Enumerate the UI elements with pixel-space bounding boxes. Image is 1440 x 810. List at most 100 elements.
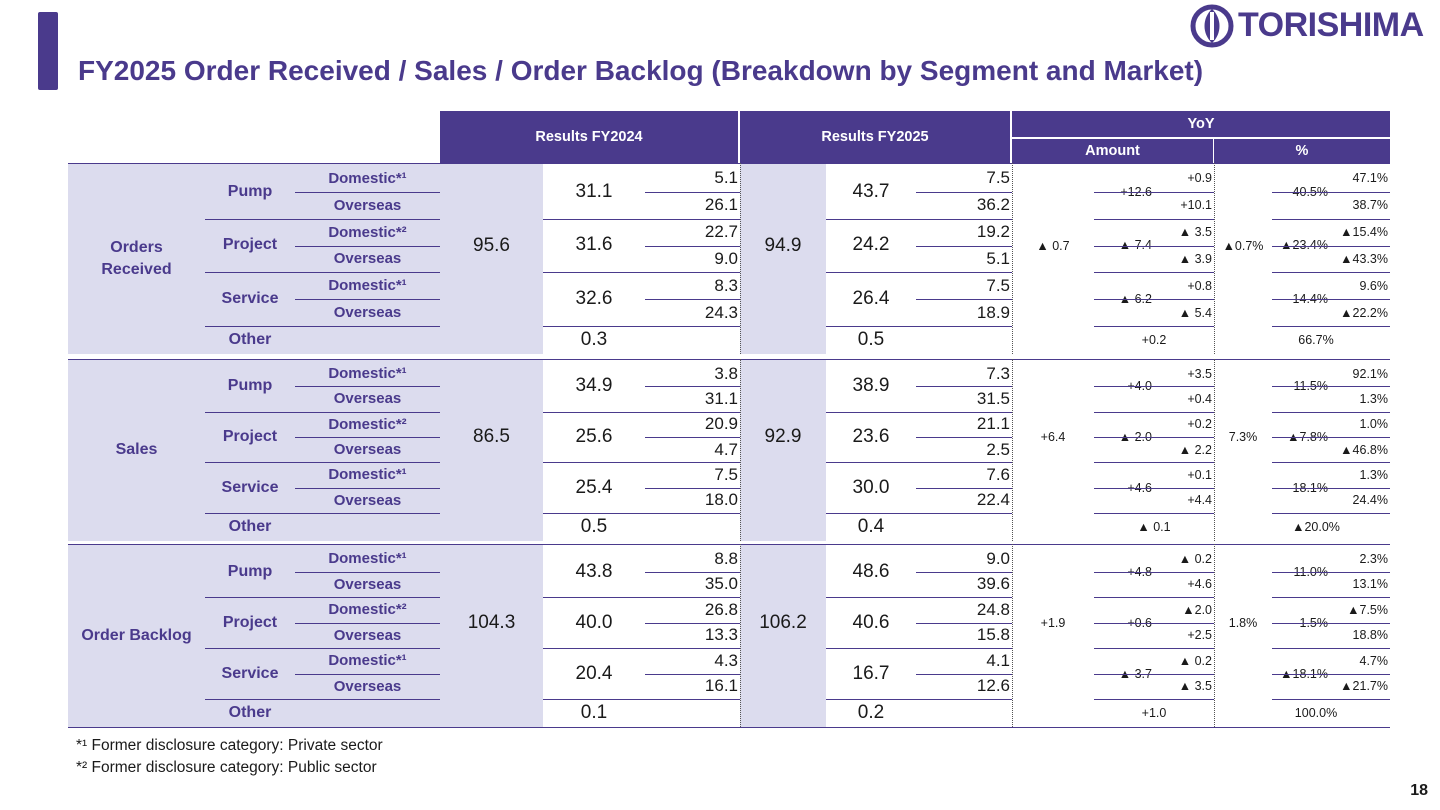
other-divider [826,513,1012,514]
category-divider [826,597,1012,598]
market-divider [295,571,440,573]
market-project-overseas: Overseas [333,626,402,644]
other-divider [205,326,440,327]
category-labels-bg [205,163,295,354]
other-divider [1272,326,1390,327]
total-2024-bg [440,544,543,727]
category-project-fy2025: 40.6 [852,611,890,633]
market-service-domestic-fy2024: 4.3 [714,650,738,670]
market-service-domestic-yoy-percent: 9.6% [1359,278,1389,293]
market-pump-overseas: Overseas [333,575,402,593]
category-divider [826,218,1012,220]
market-project-domestic: Domestic*² [328,601,407,619]
market-service-overseas: Overseas [333,491,402,509]
category-pump: Pump [227,562,273,580]
header-fy2024: Results FY2024 [440,111,738,163]
footnote-public: *² Former disclosure category: Public se… [76,759,377,776]
section-label-bg [68,163,205,354]
market-divider [295,622,440,624]
market-pump-overseas: Overseas [333,390,402,408]
category-other-yoy-amount: ▲ 0.1 [1137,520,1171,534]
market-service-overseas-yoy-amount: ▲ 3.5 [1178,679,1212,694]
market-pump-domestic-yoy-percent: 2.3% [1359,551,1389,566]
market-project-overseas-yoy-percent: ▲46.8% [1340,442,1388,457]
category-project-fy2024: 31.6 [575,234,613,256]
section-label: Sales [115,441,158,458]
market-project-domestic-fy2024: 26.8 [704,599,738,619]
market-pump-domestic-fy2025: 9.0 [986,548,1010,568]
column-separator [1012,359,1013,541]
category-divider [1094,597,1214,598]
category-other: Other [228,331,272,348]
market-project-overseas: Overseas [333,250,402,268]
total-fy2025: 106.2 [759,611,807,633]
market-divider [645,386,740,388]
category-divider [543,411,740,413]
category-other-yoy-amount: +1.0 [1141,706,1167,720]
category-service-fy2025: 30.0 [852,476,890,498]
market-project-domestic-yoy-amount: ▲ 3.5 [1178,225,1212,240]
market-project-domestic-fy2025: 24.8 [976,599,1010,619]
market-divider [295,245,440,247]
market-pump-domestic: Domestic*¹ [328,169,407,187]
category-pump-fy2024: 43.8 [575,560,613,582]
market-project-domestic: Domestic*² [328,415,407,433]
market-divider [1094,622,1214,624]
market-project-overseas: Overseas [333,441,402,459]
total-yoy-amount: +1.9 [1040,615,1066,630]
market-service-overseas-yoy-percent: ▲22.2% [1340,305,1388,320]
category-divider [1094,462,1214,464]
section-label: Order Backlog [81,626,192,644]
section-top-border [68,163,1390,164]
category-other: Other [228,518,272,535]
category-project-fy2024: 25.6 [575,425,613,447]
category-service-fy2025: 26.4 [852,288,890,310]
market-project-domestic: Domestic*² [328,223,407,241]
market-project-domestic-fy2024: 20.9 [704,414,738,434]
market-service-overseas-yoy-percent: ▲21.7% [1340,679,1388,694]
category-divider [205,648,440,649]
total-fy2024: 86.5 [473,426,510,447]
other-divider [1094,513,1214,514]
market-divider [916,245,1012,247]
category-divider [205,597,440,598]
market-divider [916,437,1012,438]
market-project-overseas-yoy-percent: 18.8% [1352,628,1388,643]
market-project-overseas-fy2025: 5.1 [986,248,1010,268]
market-divider [916,386,1012,388]
market-project-domestic-yoy-amount: ▲2.0 [1182,602,1212,617]
section-top-border [68,544,1390,545]
total-2025-bg [740,359,826,541]
market-divider [645,437,740,438]
market-divider [1272,245,1390,247]
other-divider [826,699,1012,700]
total-yoy-percent: 7.3% [1228,430,1258,444]
category-other-fy2025: 0.2 [857,702,885,723]
market-service-overseas-fy2025: 22.4 [976,490,1010,510]
category-divider [543,597,740,598]
category-other-yoy-percent: 66.7% [1298,333,1334,347]
market-project-domestic-fy2025: 21.1 [976,414,1010,434]
market-service-overseas: Overseas [333,304,402,322]
market-pump-domestic-yoy-percent: 92.1% [1352,366,1388,381]
market-divider [1094,673,1214,675]
market-divider [645,299,740,301]
category-pump-fy2025: 38.9 [852,375,890,397]
category-service-fy2024: 20.4 [575,662,613,684]
market-divider [1094,245,1214,247]
column-separator [740,163,741,354]
title-accent-bar [38,12,58,90]
total-yoy-percent: 1.8% [1228,615,1258,630]
market-pump-domestic-fy2025: 7.5 [986,168,1010,188]
category-pump-fy2024: 34.9 [575,375,613,397]
other-divider [543,326,740,327]
market-service-overseas-fy2025: 12.6 [976,676,1010,696]
market-divider [1272,487,1390,489]
column-separator [1012,544,1013,727]
market-divider [295,386,440,388]
market-service-overseas-yoy-percent: 24.4% [1352,493,1388,508]
category-divider [1272,411,1390,413]
section-label: Orders Received [101,238,172,278]
category-project: Project [222,613,278,631]
